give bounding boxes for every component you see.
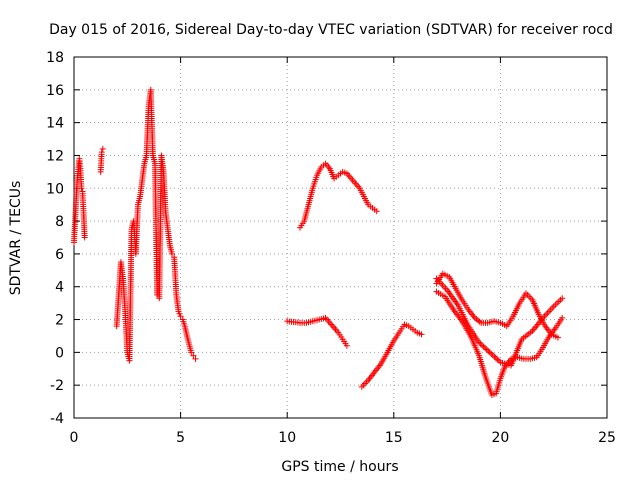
data-point [192,355,199,362]
y-tick-label: 4 [55,280,64,296]
x-axis-label: GPS time / hours [281,459,398,475]
y-tick-label: 12 [46,148,64,164]
chart-title: Day 015 of 2016, Sidereal Day-to-day VTE… [49,22,613,38]
y-tick-label: 0 [55,345,64,361]
y-tick-label: -4 [50,411,64,427]
y-tick-label: 10 [46,181,64,197]
data-point [418,331,425,338]
data-point [559,314,566,321]
data-point [188,349,195,356]
data-point [169,250,176,257]
x-tick-label: 25 [598,430,616,446]
data-point [177,313,184,320]
data-point [78,185,85,192]
data-point [554,334,561,341]
data-point [559,295,566,302]
data-point [81,234,88,241]
data-point [190,352,197,359]
x-tick-label: 0 [70,430,79,446]
x-tick-label: 15 [385,430,403,446]
data-point [373,208,380,215]
y-tick-label: 14 [46,116,64,132]
data-points [71,86,566,399]
x-tick-label: 20 [491,430,509,446]
data-point [343,342,350,349]
y-tick-label: 16 [46,83,64,99]
y-tick-label: 2 [55,313,64,329]
y-tick-label: -2 [50,378,64,394]
x-tick-label: 5 [176,430,185,446]
data-point [98,149,105,156]
x-tick-label: 10 [278,430,296,446]
y-tick-label: 8 [55,214,64,230]
data-point [99,145,106,152]
y-tick-label: 6 [55,247,64,263]
tick-labels: 0 5 10 15 20 25 -4 -2 0 2 4 6 8 10 12 14 16 18 [46,50,616,446]
y-tick-label: 18 [46,50,64,66]
y-axis-label: SDTVAR / TECUs [8,181,24,296]
